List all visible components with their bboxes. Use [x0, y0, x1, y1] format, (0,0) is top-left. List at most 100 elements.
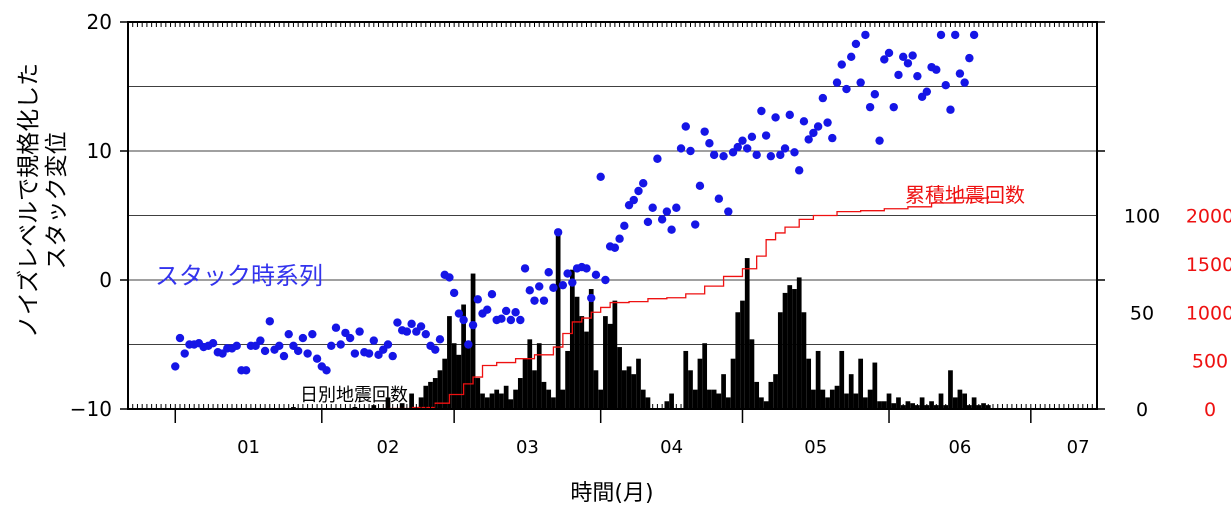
x-tick-label: 05 [804, 437, 827, 458]
daily-count-bar [735, 312, 741, 409]
stack-point [955, 69, 965, 78]
stack-point [894, 70, 903, 80]
daily-count-bar [730, 358, 736, 409]
daily-count-bar [759, 397, 764, 409]
stack-point [539, 296, 549, 305]
x-tick-label: 01 [237, 437, 260, 458]
stack-point [369, 336, 378, 345]
daily-count-bar [555, 230, 561, 409]
stack-point [847, 52, 856, 62]
stack-point [483, 305, 492, 314]
daily-count-bar [645, 397, 651, 409]
daily-count-bar [948, 370, 953, 409]
daily-count-bar [574, 296, 580, 409]
stack-point [884, 48, 894, 58]
daily-count-bar [839, 350, 845, 409]
stack-point [657, 215, 667, 224]
stack-point [171, 362, 180, 371]
stack-point [743, 144, 752, 153]
count-tick-label: 50 [1130, 302, 1154, 324]
daily-count-bar [546, 389, 552, 409]
daily-count-bar [532, 370, 537, 409]
stack-point [804, 135, 813, 144]
daily-count-bar [744, 258, 750, 409]
stack-point [653, 154, 662, 163]
stack-point [691, 220, 700, 229]
stack-point [672, 203, 681, 212]
stack-point [473, 295, 482, 304]
stack-point [582, 264, 591, 273]
daily-count-bar [451, 343, 457, 409]
cumulative-tick-label: 1000 [1186, 302, 1231, 324]
daily-count-bar [437, 370, 443, 409]
stack-point [913, 71, 922, 81]
y-axis-title: ノイズレベルで規格化した スタック変位 [16, 63, 70, 338]
stack-point [293, 346, 303, 356]
stack-point [936, 30, 946, 40]
daily-label: 日別地震回数 [300, 385, 408, 406]
cumulative-tick-label: 0 [1204, 399, 1216, 421]
daily-count-bar [886, 393, 892, 409]
daily-count-bar [475, 378, 481, 409]
daily-count-bar [522, 358, 528, 409]
daily-count-bar [470, 273, 476, 409]
stack-point [208, 339, 218, 348]
daily-count-bar [418, 397, 424, 409]
daily-count-bar [829, 389, 835, 409]
daily-count-bar [825, 397, 830, 409]
daily-count-bar [711, 389, 717, 409]
x-tick-label: 03 [516, 437, 539, 458]
stack-point [364, 349, 374, 358]
stack-point [856, 78, 865, 87]
stack-point [766, 151, 776, 161]
stack-point [350, 349, 360, 358]
stack-point [776, 150, 785, 160]
cumulative-tick-label: 500 [1192, 351, 1228, 373]
stack-point [780, 144, 790, 153]
stack-point [615, 234, 624, 243]
stack-point [757, 106, 766, 116]
stack-point [837, 60, 846, 69]
daily-count-bar [428, 381, 433, 409]
stack-point [535, 282, 544, 291]
stack-point [506, 315, 516, 325]
stack-point [511, 308, 520, 317]
stack-point [421, 329, 430, 339]
stack-point [312, 354, 322, 363]
stack-point [459, 315, 468, 325]
x-tick-label: 02 [377, 437, 400, 458]
daily-count-bar [740, 300, 745, 409]
daily-count-bar [465, 347, 471, 409]
stack-point [818, 93, 828, 103]
daily-count-bar [919, 397, 925, 409]
stack-point [558, 280, 568, 290]
daily-count-bar [494, 389, 500, 409]
stack-point [336, 340, 345, 349]
stack-point [345, 333, 355, 343]
daily-count-bar [489, 393, 495, 409]
stack-point [799, 117, 809, 126]
stack-point [946, 105, 955, 114]
daily-count-bar [621, 370, 627, 409]
daily-count-bar [773, 374, 778, 409]
stack-point [899, 52, 908, 62]
daily-count-bar [707, 389, 712, 409]
daily-count-bar [447, 316, 452, 409]
daily-count-bar [669, 393, 674, 409]
count-tick-label: 0 [1136, 399, 1148, 421]
stack-point [279, 351, 289, 361]
daily-count-bar [688, 370, 693, 409]
stack-point [308, 329, 317, 339]
stack-point [549, 283, 558, 292]
stack-point [865, 102, 875, 112]
stack-point [431, 345, 440, 354]
daily-count-bar [579, 316, 585, 409]
daily-count-bar [721, 374, 726, 409]
stack-point [700, 127, 709, 136]
cumulative-tick-label: 1500 [1186, 254, 1231, 276]
stack-point [960, 78, 969, 87]
daily-count-bar [971, 397, 977, 409]
daily-count-bar [848, 374, 854, 409]
stack-point [851, 39, 861, 49]
stack-point [889, 102, 898, 112]
